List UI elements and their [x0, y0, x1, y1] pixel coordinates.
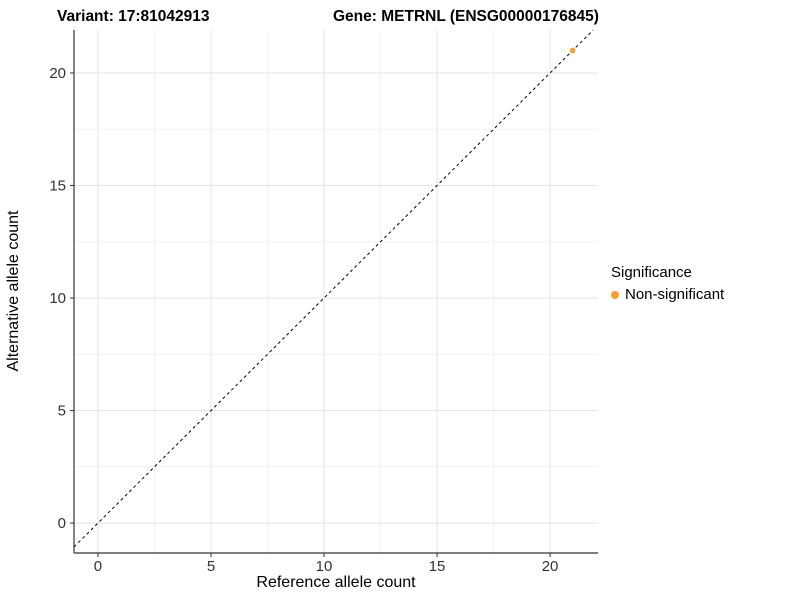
identity-dashed-line	[73, 29, 594, 548]
x-tick-label: 0	[94, 558, 102, 575]
legend-item: Non-significant	[611, 286, 724, 303]
y-tick-label: 0	[58, 515, 66, 532]
legend-title: Significance	[611, 264, 692, 281]
x-axis-label: Reference allele count	[256, 574, 416, 591]
legend-item-label: Non-significant	[625, 286, 725, 303]
x-tick-label: 15	[429, 558, 446, 575]
y-axis-label: Alternative allele count	[5, 210, 22, 372]
legend-point-icon	[611, 290, 619, 299]
y-tick-label: 20	[49, 65, 66, 82]
legend: Significance Non-significant	[611, 264, 724, 303]
y-tick-label: 10	[49, 290, 66, 307]
y-tick-label: 15	[49, 178, 66, 195]
plot-title-variant: Variant: 17:81042913	[57, 8, 210, 25]
x-tick-label: 5	[207, 558, 215, 575]
x-tick-label: 20	[542, 558, 559, 575]
x-tick-label: 10	[316, 558, 333, 575]
plot-title-gene: Gene: METRNL (ENSG00000176845)	[333, 8, 599, 25]
y-tick-label: 5	[58, 403, 66, 420]
plot-panel	[74, 30, 598, 553]
data-point	[569, 47, 576, 54]
